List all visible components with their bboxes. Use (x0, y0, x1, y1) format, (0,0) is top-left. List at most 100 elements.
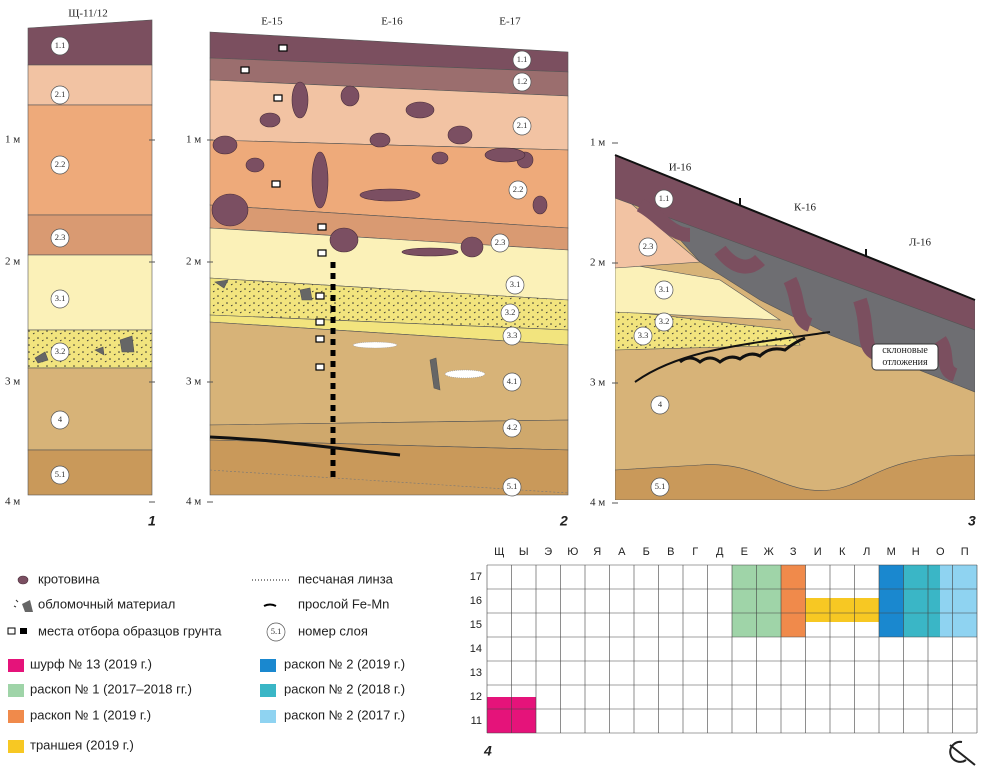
legend-label: места отбора образцов грунта (38, 623, 222, 638)
legend-label: раскоп № 2 (2018 г.) (284, 681, 405, 696)
column-label: Б (643, 546, 650, 558)
layer-marker (512, 50, 532, 70)
column-label: Ж (764, 546, 774, 558)
layer-marker (502, 418, 522, 438)
row-label: 11 (471, 715, 482, 727)
column-label: Я (593, 546, 601, 558)
layer-label: 1.1 (659, 193, 670, 203)
layer-marker (502, 477, 522, 497)
layer-marker (638, 237, 658, 257)
column-label: Ю (567, 546, 578, 558)
layer-label: 1.1 (55, 40, 66, 50)
layer-label: 2.3 (55, 232, 66, 242)
legend-label: номер слоя (298, 623, 368, 638)
panel-number: 3 (968, 513, 976, 529)
column-label: Э (544, 546, 552, 558)
column-label: Щ (494, 546, 504, 558)
layer-marker (50, 342, 70, 362)
square-label: Е-16 (381, 16, 403, 28)
square-label: Л-16 (909, 237, 932, 249)
column-label: Г (692, 546, 698, 558)
north-arrow (949, 740, 976, 766)
layer-marker (654, 312, 674, 332)
square-label: К-16 (794, 202, 817, 214)
row-label: 12 (470, 691, 482, 703)
layer-marker (650, 477, 670, 497)
depth-label: 3 м (186, 376, 201, 388)
column-label: З (790, 546, 797, 558)
layer-label: 3.3 (507, 330, 518, 340)
layer-marker (512, 72, 532, 92)
layer-label: 5.1 (655, 481, 666, 491)
square-label: И-16 (669, 162, 692, 174)
layer-label: 3.1 (659, 284, 670, 294)
layer-marker (502, 372, 522, 392)
depth-label: 2 м (5, 256, 20, 268)
column-2 (209, 31, 569, 496)
panel-number: 4 (483, 743, 492, 759)
layer-marker (50, 155, 70, 175)
layer-marker (50, 289, 70, 309)
column-label: М (887, 546, 896, 558)
legend-label: раскоп № 1 (2017–2018 гг.) (30, 681, 192, 696)
layer-label: 2.2 (513, 184, 524, 194)
layer-marker (654, 280, 674, 300)
legend-icons (7, 575, 290, 753)
layer-label: 2.2 (55, 159, 66, 169)
grid-areas (487, 565, 977, 733)
legend-label: раскоп № 2 (2019 г.) (284, 656, 405, 671)
column-label: А (618, 546, 626, 558)
legend-label: прослой Fe-Mn (298, 596, 389, 611)
row-label: 15 (470, 619, 482, 631)
column-label: Е (741, 546, 748, 558)
layer-marker (505, 275, 525, 295)
layer-label: 4.2 (507, 422, 518, 432)
layer-label: 5.1 (55, 469, 66, 479)
square-label: Щ-11/12 (68, 8, 107, 20)
layer-label: 2.1 (55, 89, 66, 99)
layer-marker (50, 36, 70, 56)
row-label: 13 (470, 667, 482, 679)
depth-label: 4 м (5, 496, 20, 508)
layer-label: 3.2 (505, 307, 516, 317)
legend-label: раскоп № 2 (2017 г.) (284, 707, 405, 722)
layer-marker (500, 303, 520, 323)
legend-label: кротовина (38, 571, 100, 586)
depth-label: 4 м (590, 497, 605, 509)
row-label: 16 (470, 595, 482, 607)
legend-sample: 5.1 (271, 626, 282, 636)
layer-label: 3.2 (55, 346, 66, 356)
layer-label: 5.1 (507, 481, 518, 491)
column-label: И (814, 546, 822, 558)
row-label: 17 (470, 571, 482, 583)
layer-label: 2.3 (495, 237, 506, 247)
legend-label: траншея (2019 г.) (30, 737, 134, 752)
depth-label: 2 м (186, 256, 201, 268)
column-label: П (961, 546, 969, 558)
layer-marker (50, 228, 70, 248)
layer-label: 3.2 (659, 316, 670, 326)
depth-label: 3 м (590, 377, 605, 389)
layer-marker (654, 189, 674, 209)
layer-marker (512, 116, 532, 136)
note-box (871, 343, 939, 371)
column-label: Л (863, 546, 870, 558)
depth-label: 1 м (5, 134, 20, 146)
depth-label: 4 м (186, 496, 201, 508)
legend-label: шурф № 13 (2019 г.) (30, 656, 152, 671)
surface (614, 154, 976, 301)
square-label: Е-15 (261, 16, 283, 28)
layer-label: 3.3 (638, 330, 649, 340)
layer-label: 4 (658, 399, 663, 409)
layer-label: 3.1 (510, 279, 521, 289)
column-label: К (839, 546, 846, 558)
legend-label: раскоп № 1 (2019 г.) (30, 707, 151, 722)
layer-marker (633, 326, 653, 346)
layer-marker (50, 410, 70, 430)
legend-label: песчаная линза (298, 571, 394, 586)
panel-number: 1 (148, 513, 156, 529)
layer-label: 4 (58, 414, 63, 424)
depth-label: 3 м (5, 376, 20, 388)
layer-label: 1.2 (517, 76, 528, 86)
